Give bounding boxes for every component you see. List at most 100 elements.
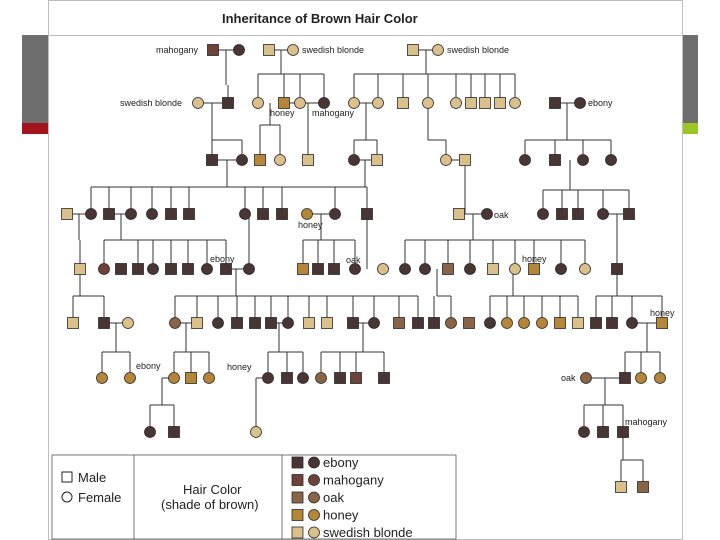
male-swedish-blonde-symbol [572, 317, 584, 329]
female-ebony-symbol [537, 208, 549, 220]
male-swedish-blonde-symbol [407, 44, 419, 56]
male-swedish-blonde-symbol [321, 317, 333, 329]
female-swedish-blonde-symbol [422, 97, 434, 109]
shade-label: honey [650, 308, 675, 318]
male-ebony-symbol [328, 263, 340, 275]
shade-label: swedish blonde [120, 98, 182, 108]
female-symbol [61, 491, 73, 503]
pedigree-chart: Inheritance of Brown Hair Color mahogany… [48, 0, 683, 540]
female-ebony-symbol [399, 263, 411, 275]
legend-heading: Hair Color [183, 482, 242, 497]
female-honey-symbol [203, 372, 215, 384]
male-oak-symbol [463, 317, 475, 329]
male-swedish-blonde-symbol [397, 97, 409, 109]
female-ebony-symbol [318, 97, 330, 109]
female-swedish-blonde-symbol [192, 97, 204, 109]
female-ebony-symbol [481, 208, 493, 220]
right-gray-bar [683, 35, 698, 123]
male-ebony-symbol [361, 208, 373, 220]
female-ebony-symbol [329, 208, 341, 220]
female-ebony-symbol [464, 263, 476, 275]
male-honey-symbol [528, 263, 540, 275]
female-honey-symbol [301, 208, 313, 220]
right-green-bar [683, 123, 698, 134]
female-ebony-symbol [239, 208, 251, 220]
female-ebony-symbol [577, 154, 589, 166]
male-swedish-blonde-symbol [61, 208, 73, 220]
female-ebony-symbol [212, 317, 224, 329]
male-ebony-symbol [412, 317, 424, 329]
legend-male-swatch [291, 474, 304, 486]
male-ebony-symbol [165, 208, 177, 220]
male-swedish-blonde-symbol [371, 154, 383, 166]
legend: Male Female Hair Color (shade of brown) … [51, 454, 457, 540]
male-ebony-symbol [549, 154, 561, 166]
shade-label: honey [270, 108, 295, 118]
left-red-bar [22, 123, 48, 134]
legend-male-swatch [291, 509, 304, 521]
male-ebony-symbol [572, 208, 584, 220]
shade-label: swedish blonde [447, 45, 509, 55]
male-ebony-symbol [182, 263, 194, 275]
female-swedish-blonde-symbol [450, 97, 462, 109]
shade-label: ebony [210, 254, 235, 264]
legend-shade-label: ebony [323, 455, 359, 470]
female-honey-symbol [536, 317, 548, 329]
female-ebony-symbol [125, 208, 137, 220]
male-ebony-symbol [220, 263, 232, 275]
female-ebony-symbol [348, 154, 360, 166]
female-honey-symbol [168, 372, 180, 384]
pedigree-labels: mahogany swedish blonde swedish blonde swed… [120, 45, 675, 427]
shade-label: mahogany [625, 417, 668, 427]
male-ebony-symbol [312, 263, 324, 275]
female-swedish-blonde-symbol [287, 44, 299, 56]
male-swedish-blonde-symbol [303, 317, 315, 329]
male-ebony-symbol [165, 263, 177, 275]
pedigree-figure: Inheritance of Brown Hair Color mahogany… [48, 0, 683, 540]
male-swedish-blonde-symbol [74, 263, 86, 275]
male-ebony-symbol [606, 317, 618, 329]
male-ebony-symbol [556, 208, 568, 220]
male-ebony-symbol [549, 97, 561, 109]
male-mahogany-symbol [350, 372, 362, 384]
male-ebony-symbol [617, 426, 629, 438]
female-ebony-symbol [484, 317, 496, 329]
shade-label: ebony [136, 361, 161, 371]
legend-female-label: Female [78, 490, 121, 505]
legend-box [51, 454, 457, 540]
female-swedish-blonde-symbol [122, 317, 134, 329]
female-honey-symbol [501, 317, 513, 329]
male-ebony-symbol [231, 317, 243, 329]
female-oak-symbol [169, 317, 181, 329]
female-swedish-blonde-symbol [252, 97, 264, 109]
male-ebony-symbol [590, 317, 602, 329]
legend-female-swatch [308, 491, 320, 504]
female-ebony-symbol [555, 263, 567, 275]
male-swedish-blonde-symbol [302, 154, 314, 166]
female-honey-symbol [654, 372, 666, 384]
male-honey-symbol [278, 97, 290, 109]
male-honey-symbol [554, 317, 566, 329]
legend-male-swatch [291, 526, 304, 539]
female-oak-symbol [580, 372, 592, 384]
legend-shade-label: oak [323, 490, 344, 505]
female-ebony-symbol [85, 208, 97, 220]
male-ebony-symbol [265, 317, 277, 329]
female-ebony-symbol [201, 263, 213, 275]
female-swedish-blonde-symbol [440, 154, 452, 166]
female-ebony-symbol [349, 263, 361, 275]
female-swedish-blonde-symbol [377, 263, 389, 275]
male-ebony-symbol [257, 208, 269, 220]
shade-label: ebony [588, 98, 613, 108]
shade-label: oak [346, 255, 361, 265]
male-honey-symbol [656, 317, 668, 329]
legend-shade-label: mahogany [323, 473, 384, 488]
male-ebony-symbol [222, 97, 234, 109]
pedigree-nodes [61, 44, 668, 493]
male-mahogany-symbol [207, 44, 219, 56]
shade-label: oak [561, 373, 576, 383]
male-ebony-symbol [115, 263, 127, 275]
male-honey-symbol [297, 263, 309, 275]
shade-label: honey [522, 254, 547, 264]
